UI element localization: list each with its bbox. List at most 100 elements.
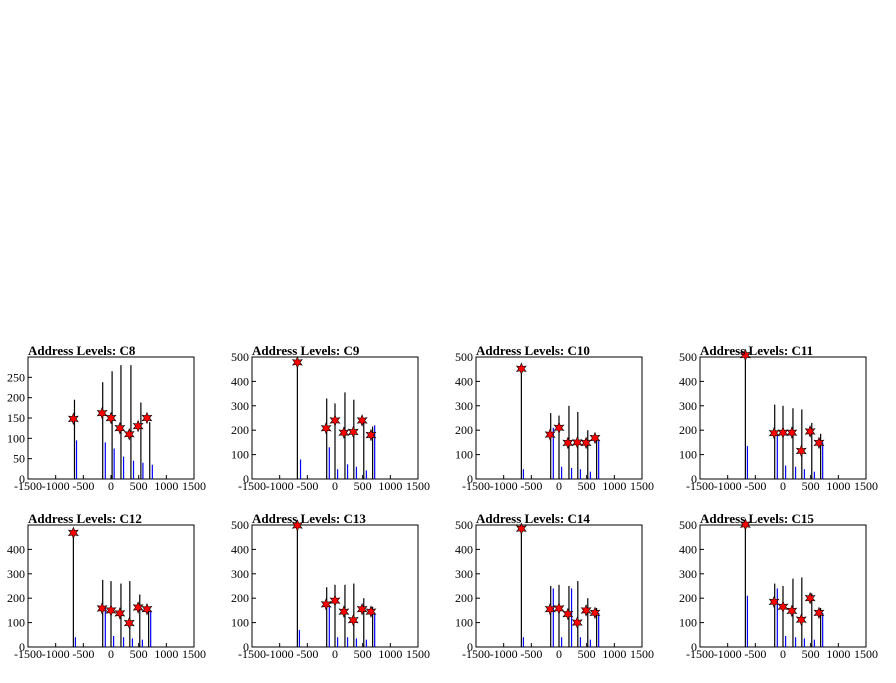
y-tick-label: 100 [455, 616, 473, 630]
data-point-marker [739, 518, 751, 531]
chart-plot: 0 100 200 300 400 500 -1500 -1000 -500 0 500 1000 15… [679, 348, 878, 493]
y-tick-label: 400 [679, 374, 697, 388]
y-tick-label: 0 [691, 472, 697, 486]
data-point-marker [562, 607, 574, 621]
data-point-marker [777, 600, 789, 613]
x-tick-label: -1000 [266, 479, 294, 493]
y-tick-label: 500 [679, 350, 697, 364]
data-point-marker [291, 519, 303, 532]
y-tick-label: 200 [455, 591, 473, 605]
data-point-marker [123, 616, 135, 630]
y-tick-label: 100 [7, 431, 25, 445]
x-tick-label: 1500 [630, 479, 654, 493]
data-point-marker [347, 425, 359, 439]
data-point-marker [114, 421, 126, 435]
chart-title: Address Levels: C11 [700, 343, 814, 358]
data-point-marker [132, 601, 144, 614]
x-tick-label: 0 [556, 479, 562, 493]
y-tick-label: 100 [231, 616, 249, 630]
chart-title: Address Levels: C9 [252, 343, 360, 358]
y-tick-label: 0 [243, 640, 249, 654]
y-tick-label: 300 [231, 399, 249, 413]
y-tick-label: 200 [7, 591, 25, 605]
data-point-marker [515, 522, 527, 536]
x-tick-label: 500 [130, 647, 148, 661]
chart-plot: 0 100 200 300 400 500 -1500 -1000 -500 0 500 1000 15… [231, 350, 430, 493]
data-point-marker [795, 613, 807, 627]
x-tick-label: 1500 [182, 647, 206, 661]
data-point-marker [795, 444, 807, 458]
chart-title: Address Levels: C10 [476, 343, 590, 358]
data-point-marker [515, 362, 527, 375]
x-tick-label: 1500 [182, 479, 206, 493]
y-tick-label: 400 [231, 542, 249, 556]
x-tick-label: -1000 [714, 479, 742, 493]
y-tick-label: 0 [19, 640, 25, 654]
x-tick-label: 0 [780, 479, 786, 493]
y-tick-label: 0 [19, 472, 25, 486]
data-point-marker [356, 602, 368, 616]
y-tick-label: 400 [679, 542, 697, 556]
x-tick-label: 0 [332, 647, 338, 661]
data-point-marker [132, 419, 144, 433]
x-tick-label: 1500 [854, 479, 878, 493]
chart-plot: 0 100 200 300 400 500 -1500 -1000 -500 0 500 1000 15… [231, 518, 430, 661]
data-point-marker [141, 602, 153, 616]
y-tick-label: 100 [679, 616, 697, 630]
data-point-marker [320, 598, 332, 611]
y-tick-label: 150 [7, 411, 25, 425]
x-tick-label: 1500 [406, 647, 430, 661]
y-tick-label: 300 [679, 399, 697, 413]
y-tick-label: 200 [7, 391, 25, 405]
data-point-marker [96, 602, 108, 615]
data-point-marker [365, 428, 377, 442]
x-tick-label: 500 [578, 647, 596, 661]
y-tick-label: 300 [7, 567, 25, 581]
data-point-marker [580, 604, 592, 617]
y-tick-label: 0 [243, 472, 249, 486]
data-point-marker [804, 591, 816, 605]
x-tick-label: -1500 [686, 479, 714, 493]
x-tick-label: 1500 [854, 647, 878, 661]
x-tick-label: -500 [72, 479, 94, 493]
y-tick-label: 300 [455, 567, 473, 581]
y-tick-label: 200 [679, 591, 697, 605]
x-tick-label: -500 [744, 479, 766, 493]
x-tick-label: 0 [108, 647, 114, 661]
x-tick-label: -1500 [462, 479, 490, 493]
y-tick-label: 100 [455, 448, 473, 462]
x-tick-label: 1500 [406, 479, 430, 493]
data-point-marker [786, 604, 798, 618]
data-point-marker [329, 594, 341, 607]
data-point-marker [562, 436, 574, 450]
x-tick-label: 1000 [826, 479, 850, 493]
data-point-marker [571, 436, 583, 449]
data-point-marker [114, 606, 126, 620]
y-tick-label: 200 [231, 423, 249, 437]
data-point-marker [804, 425, 816, 438]
y-tick-label: 500 [679, 518, 697, 532]
y-tick-label: 300 [231, 567, 249, 581]
x-tick-label: -1000 [714, 647, 742, 661]
data-point-marker [338, 605, 350, 618]
data-point-marker [813, 606, 825, 620]
x-tick-label: 1000 [154, 479, 178, 493]
data-point-marker [67, 412, 79, 426]
y-tick-label: 100 [231, 448, 249, 462]
x-tick-label: 1000 [378, 479, 402, 493]
x-tick-label: -500 [296, 479, 318, 493]
data-point-marker [365, 605, 377, 618]
data-point-marker [589, 606, 601, 620]
y-tick-label: 400 [231, 374, 249, 388]
x-tick-label: 1000 [602, 647, 626, 661]
x-tick-label: -1500 [14, 479, 42, 493]
data-point-marker [580, 436, 592, 450]
chart-panel: 0 100 200 300 400 500 -1500 -1000 -500 0 500 1000 15… [448, 343, 672, 515]
chart-plot: 0 100 200 300 400 -1500 -1000 -500 0 500 1000 1500 [7, 524, 206, 661]
y-tick-label: 250 [7, 370, 25, 384]
data-point-marker [291, 356, 303, 369]
y-tick-label: 0 [467, 472, 473, 486]
y-tick-label: 500 [231, 350, 249, 364]
x-tick-label: 0 [108, 479, 114, 493]
data-point-marker [786, 426, 798, 439]
